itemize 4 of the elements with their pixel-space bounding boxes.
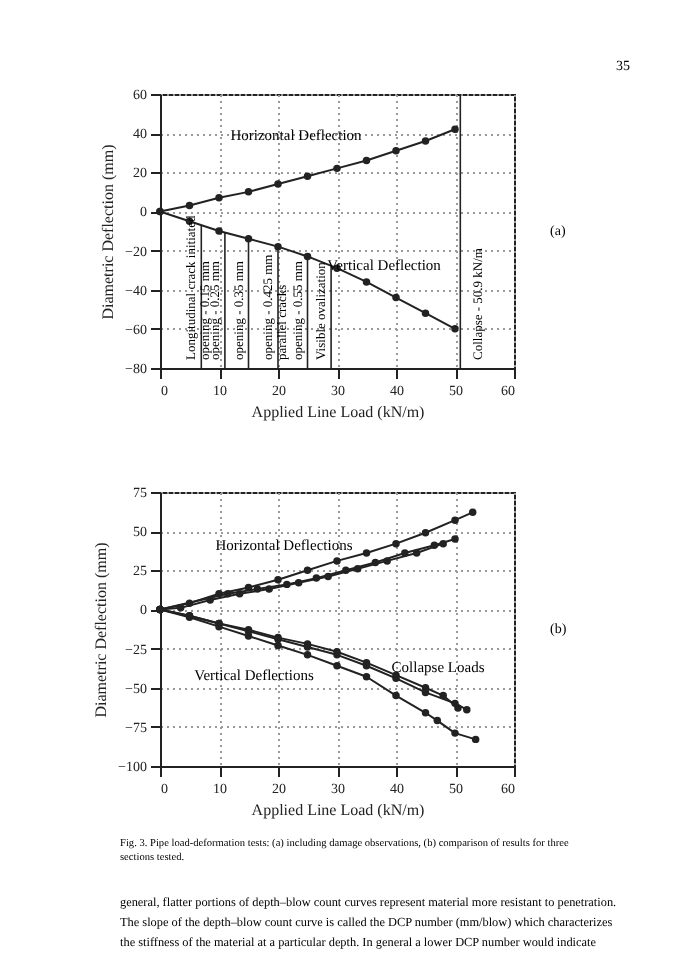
y-axis-title: Diametric Deflection (mm) xyxy=(99,143,118,320)
y-axis-title: Diametric Deflection (mm) xyxy=(92,541,111,718)
x-axis-title: Applied Line Load (kN/m) xyxy=(251,403,426,421)
x-axis-title: Applied Line Load (kN/m) xyxy=(251,801,426,819)
